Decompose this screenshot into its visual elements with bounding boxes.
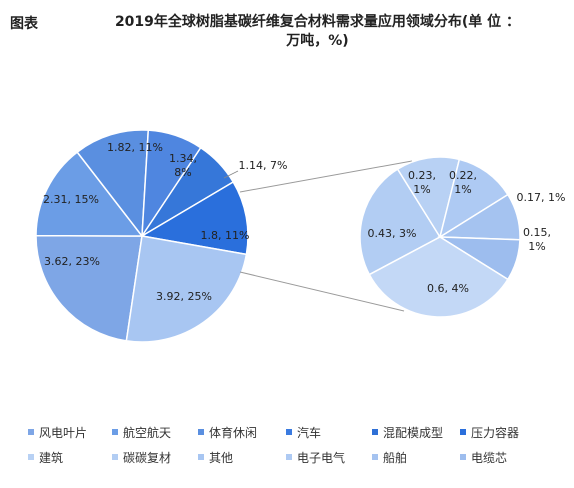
legend-swatch xyxy=(460,429,466,435)
legend-item: 电子电气 xyxy=(286,448,345,466)
legend-label: 建筑 xyxy=(39,450,64,465)
main-pie-data-label: 3.92, 25% xyxy=(156,290,212,303)
legend-item: 电缆芯 xyxy=(460,448,507,466)
legend-swatch xyxy=(112,454,118,460)
legend-label: 碳碳复材 xyxy=(123,450,172,465)
secondary-pie-slice xyxy=(368,236,509,318)
legend-swatch xyxy=(286,454,292,460)
secondary-pie-slice xyxy=(359,168,442,276)
pie-connector-line xyxy=(239,160,413,193)
legend-swatch xyxy=(28,454,34,460)
main-pie-slice xyxy=(139,180,249,256)
legend-label: 混配模成型 xyxy=(383,425,444,440)
main-pie-data-label: 2.31, 15% xyxy=(43,193,99,206)
main-pie-slice xyxy=(35,151,144,237)
legend-swatch xyxy=(198,429,204,435)
main-pie-data-label: 1.8, 11% xyxy=(201,229,250,242)
legend-swatch xyxy=(286,429,292,435)
legend-item: 船舶 xyxy=(372,448,407,466)
legend-item: 汽车 xyxy=(286,423,321,441)
main-pie-slice xyxy=(125,235,248,343)
legend-item: 混配模成型 xyxy=(372,423,443,441)
legend-item: 航空航天 xyxy=(112,423,171,441)
secondary-pie-data-label: 0.43, 3% xyxy=(368,227,417,240)
chart-title-line-1: 2019年全球树脂基碳纤维复合材料需求量应用领域分布(单 位 ： xyxy=(114,14,521,30)
main-pie-data-label: 1.34, 8% xyxy=(169,152,197,179)
legend-label: 电缆芯 xyxy=(471,450,508,465)
legend-label: 电子电气 xyxy=(297,450,346,465)
legend-label: 其他 xyxy=(209,450,234,465)
label-leader-line xyxy=(223,170,239,179)
secondary-pie-slice xyxy=(438,158,509,239)
secondary-pie-data-label: 0.17, 1% xyxy=(517,191,566,204)
main-pie-data-label: 1.14, 7% xyxy=(239,159,288,172)
legend-label: 体育休闲 xyxy=(209,425,258,440)
legend-label: 汽车 xyxy=(297,425,322,440)
legend-swatch xyxy=(372,454,378,460)
main-pie-data-label: 1.82, 11% xyxy=(107,141,163,154)
legend-item: 其他 xyxy=(198,448,233,466)
chart-title: 2019年全球树脂基碳纤维复合材料需求量应用领域分布(单 位 ： 万吨，%) xyxy=(70,13,565,51)
main-pie-data-label: 3.62, 23% xyxy=(44,255,100,268)
secondary-pie-data-label: 0.6, 4% xyxy=(427,282,469,295)
figure-prefix: 图表 xyxy=(10,16,38,32)
main-pie-slice xyxy=(76,129,150,239)
chart-header: 图表 2019年全球树脂基碳纤维复合材料需求量应用领域分布(单 位 ： 万吨，%… xyxy=(0,10,574,60)
legend-item: 风电叶片 xyxy=(28,423,87,441)
legend-item: 体育休闲 xyxy=(198,423,257,441)
chart-title-line-2: 万吨，%) xyxy=(286,33,349,49)
legend-swatch xyxy=(460,454,466,460)
secondary-pie-data-label: 0.22, 1% xyxy=(449,169,477,196)
legend-label: 航空航天 xyxy=(123,425,172,440)
legend-item: 建筑 xyxy=(28,448,63,466)
legend-item: 压力容器 xyxy=(460,423,519,441)
legend-swatch xyxy=(198,454,204,460)
legend-label: 船舶 xyxy=(383,450,408,465)
legend-swatch xyxy=(112,429,118,435)
secondary-pie-data-label: 0.23, 1% xyxy=(408,169,436,196)
secondary-pie-data-label: 0.15, 1% xyxy=(523,226,551,253)
pie-connector-line xyxy=(239,271,405,312)
legend-swatch xyxy=(28,429,34,435)
secondary-pie-slice xyxy=(396,156,461,239)
legend-label: 压力容器 xyxy=(471,425,520,440)
legend-item: 碳碳复材 xyxy=(112,448,171,466)
legend-swatch xyxy=(372,429,378,435)
legend-label: 风电叶片 xyxy=(39,425,88,440)
main-pie-slice xyxy=(35,234,143,342)
